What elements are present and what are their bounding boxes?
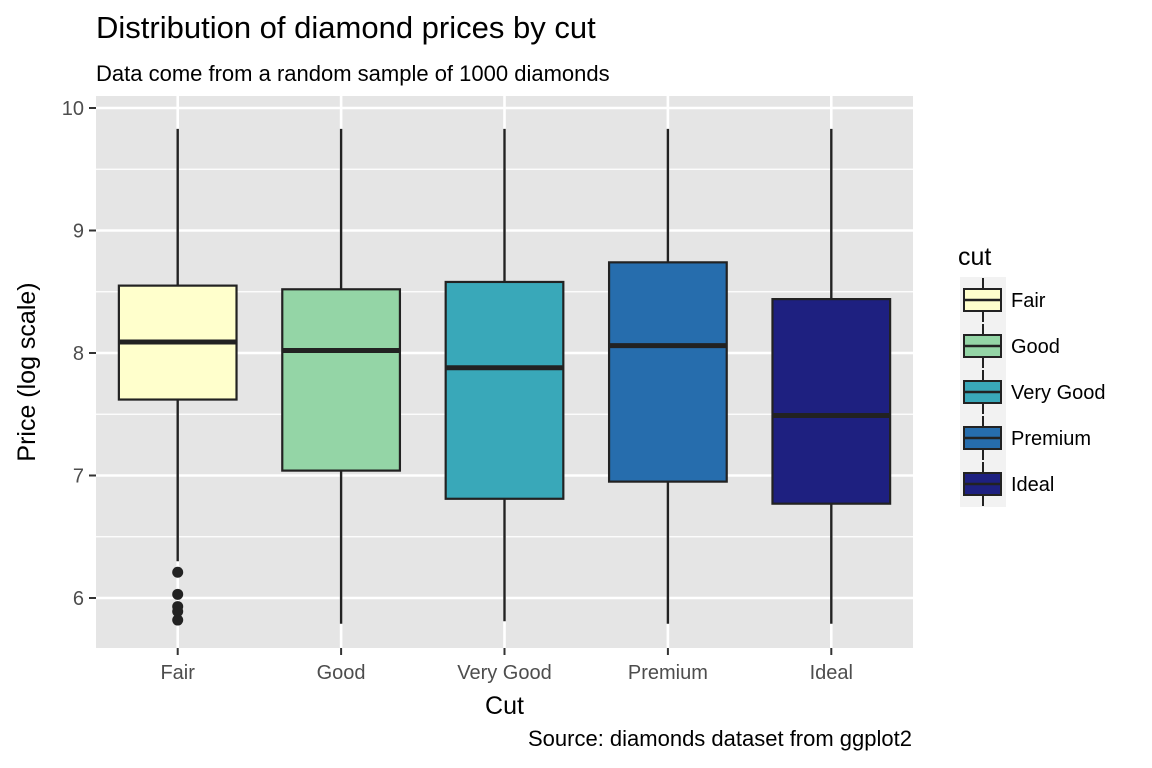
iqr-box — [607, 261, 728, 483]
box-good — [281, 128, 402, 624]
x-tick-label: Ideal — [810, 662, 853, 684]
x-axis-title: Cut — [485, 692, 524, 720]
outlier-point — [172, 588, 184, 600]
box-ideal — [771, 128, 892, 624]
chart-title: Distribution of diamond prices by cut — [96, 10, 596, 45]
legend-key-ideal — [960, 461, 1006, 507]
legend-label: Ideal — [1011, 474, 1054, 496]
box-fair — [117, 128, 238, 626]
y-tick-label: 8 — [73, 343, 84, 365]
legend-label: Very Good — [1011, 382, 1106, 404]
chart-subtitle: Data come from a random sample of 1000 d… — [96, 61, 610, 86]
legend-label: Premium — [1011, 428, 1091, 450]
legend: cut Fair Good Very Good Premium Ideal — [958, 243, 1106, 507]
y-tick-label: 9 — [73, 221, 84, 243]
box-very-good — [444, 128, 565, 622]
legend-key-very-good — [960, 369, 1006, 415]
legend-title: cut — [958, 243, 991, 271]
iqr-box — [444, 280, 565, 500]
outlier-point — [172, 605, 184, 617]
y-tick-label: 10 — [62, 98, 84, 120]
iqr-box — [771, 298, 892, 505]
iqr-box — [281, 288, 402, 472]
legend-key-premium — [960, 415, 1006, 461]
outlier-point — [172, 614, 184, 626]
legend-label: Good — [1011, 336, 1060, 358]
outlier-point — [172, 566, 184, 578]
box-group — [117, 128, 892, 626]
box-premium — [607, 128, 728, 624]
legend-label: Fair — [1011, 290, 1046, 312]
y-tick-label: 6 — [73, 588, 84, 610]
y-tick-label: 7 — [73, 466, 84, 488]
x-tick-label: Fair — [160, 662, 195, 684]
legend-key-fair — [960, 277, 1006, 323]
x-tick-label: Very Good — [457, 662, 552, 684]
x-tick-label: Good — [317, 662, 366, 684]
axes: 6 7 8 9 10 Fair Good Very Good Premium Ideal — [62, 98, 853, 684]
y-axis-title: Price (log scale) — [13, 282, 41, 461]
legend-key-good — [960, 323, 1006, 369]
chart-caption: Source: diamonds dataset from ggplot2 — [527, 726, 912, 751]
x-tick-label: Premium — [628, 662, 708, 684]
